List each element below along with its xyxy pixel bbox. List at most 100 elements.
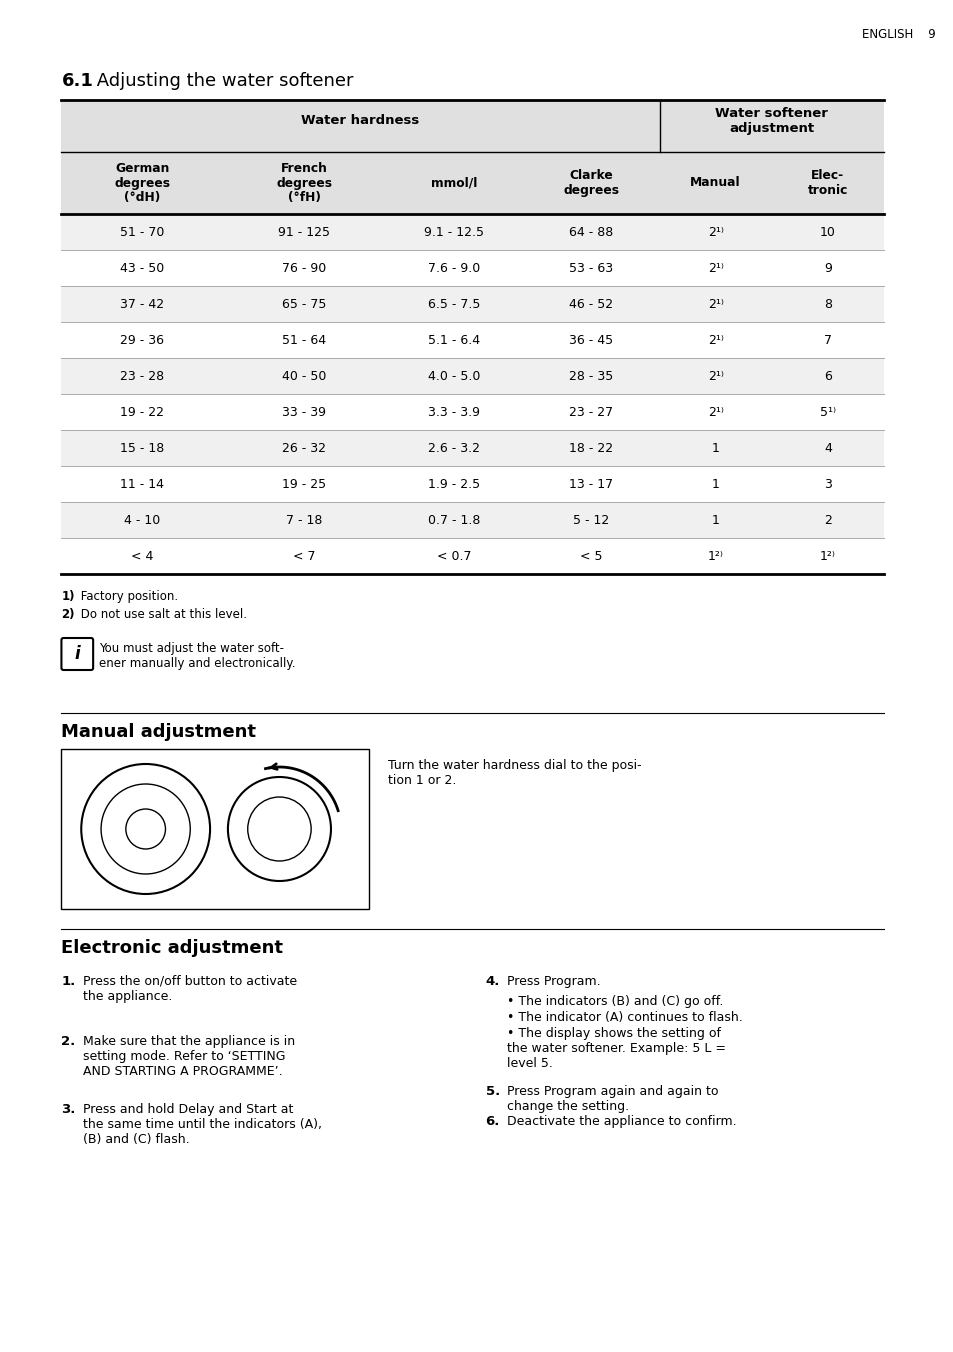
- Text: 2¹⁾: 2¹⁾: [707, 406, 723, 419]
- Text: mmol/l: mmol/l: [431, 177, 476, 189]
- Bar: [61, 749, 368, 909]
- Text: 26 - 32: 26 - 32: [282, 442, 326, 454]
- Text: 29 - 36: 29 - 36: [120, 334, 164, 346]
- Text: Adjusting the water softener: Adjusting the water softener: [91, 72, 354, 91]
- Text: < 7: < 7: [293, 549, 315, 562]
- Text: 1: 1: [711, 442, 719, 454]
- Text: 91 - 125: 91 - 125: [278, 226, 330, 238]
- Text: 40 - 50: 40 - 50: [282, 369, 326, 383]
- Text: 6: 6: [823, 369, 831, 383]
- Text: 4.0 - 5.0: 4.0 - 5.0: [427, 369, 479, 383]
- Text: 4.: 4.: [485, 975, 499, 988]
- Text: 1²⁾: 1²⁾: [707, 549, 723, 562]
- Text: French
degrees
(°fH): French degrees (°fH): [276, 161, 332, 204]
- FancyBboxPatch shape: [61, 638, 93, 671]
- Text: i: i: [74, 645, 80, 662]
- Text: 19 - 25: 19 - 25: [282, 477, 326, 491]
- Text: 37 - 42: 37 - 42: [120, 297, 164, 311]
- Text: 65 - 75: 65 - 75: [282, 297, 326, 311]
- Bar: [61, 287, 883, 322]
- Text: 1²⁾: 1²⁾: [819, 549, 835, 562]
- Text: 23 - 28: 23 - 28: [120, 369, 164, 383]
- Bar: [61, 538, 883, 575]
- Text: 2¹⁾: 2¹⁾: [707, 226, 723, 238]
- Text: Press and hold Delay and Start at
the same time until the indicators (A),
(B) an: Press and hold Delay and Start at the sa…: [83, 1103, 322, 1146]
- Text: Make sure that the appliance is in
setting mode. Refer to ‘SETTING
AND STARTING : Make sure that the appliance is in setti…: [83, 1036, 295, 1078]
- Text: Manual: Manual: [690, 177, 740, 189]
- Text: 9.1 - 12.5: 9.1 - 12.5: [423, 226, 483, 238]
- Bar: [61, 214, 883, 250]
- Text: 9: 9: [823, 261, 831, 274]
- Text: 3: 3: [823, 477, 831, 491]
- Text: 11 - 14: 11 - 14: [120, 477, 164, 491]
- Text: 2¹⁾: 2¹⁾: [707, 261, 723, 274]
- Text: 53 - 63: 53 - 63: [568, 261, 613, 274]
- Text: 0.7 - 1.8: 0.7 - 1.8: [427, 514, 479, 526]
- Text: Clarke
degrees: Clarke degrees: [562, 169, 618, 197]
- Text: 15 - 18: 15 - 18: [120, 442, 164, 454]
- Text: Press Program again and again to
change the setting.: Press Program again and again to change …: [507, 1086, 719, 1113]
- Text: 1.9 - 2.5: 1.9 - 2.5: [428, 477, 479, 491]
- Text: 76 - 90: 76 - 90: [282, 261, 326, 274]
- Text: 2): 2): [61, 608, 75, 621]
- Text: 23 - 27: 23 - 27: [568, 406, 613, 419]
- Bar: [61, 358, 883, 393]
- Text: Elec-
tronic: Elec- tronic: [807, 169, 847, 197]
- Bar: [61, 466, 883, 502]
- Text: Manual adjustment: Manual adjustment: [61, 723, 256, 741]
- Text: 10: 10: [819, 226, 835, 238]
- Text: 46 - 52: 46 - 52: [568, 297, 613, 311]
- Text: 1: 1: [711, 514, 719, 526]
- Text: 4: 4: [823, 442, 831, 454]
- Text: 2¹⁾: 2¹⁾: [707, 334, 723, 346]
- Text: 51 - 64: 51 - 64: [282, 334, 326, 346]
- Text: 33 - 39: 33 - 39: [282, 406, 326, 419]
- Text: 19 - 22: 19 - 22: [120, 406, 164, 419]
- Text: • The indicators (B) and (C) go off.: • The indicators (B) and (C) go off.: [507, 995, 723, 1009]
- Text: Turn the water hardness dial to the posi-
tion 1 or 2.: Turn the water hardness dial to the posi…: [388, 758, 641, 787]
- Text: • The indicator (A) continues to flash.: • The indicator (A) continues to flash.: [507, 1011, 742, 1023]
- Text: 5.: 5.: [485, 1086, 499, 1098]
- Text: 1: 1: [711, 477, 719, 491]
- Text: 28 - 35: 28 - 35: [568, 369, 613, 383]
- Bar: [61, 430, 883, 466]
- Text: 2.: 2.: [61, 1036, 75, 1048]
- Text: 5.1 - 6.4: 5.1 - 6.4: [428, 334, 479, 346]
- Text: Water softener
adjustment: Water softener adjustment: [715, 107, 827, 135]
- Text: 2.6 - 3.2: 2.6 - 3.2: [428, 442, 479, 454]
- Text: 51 - 70: 51 - 70: [120, 226, 165, 238]
- Text: 1): 1): [61, 589, 75, 603]
- Text: < 0.7: < 0.7: [436, 549, 471, 562]
- Text: < 4: < 4: [132, 549, 153, 562]
- Text: 7.6 - 9.0: 7.6 - 9.0: [427, 261, 479, 274]
- Bar: [61, 322, 883, 358]
- Bar: [61, 151, 883, 214]
- Text: ENGLISH    9: ENGLISH 9: [862, 28, 935, 41]
- Text: • The display shows the setting of
the water softener. Example: 5 L =
level 5.: • The display shows the setting of the w…: [507, 1028, 725, 1069]
- Text: 2¹⁾: 2¹⁾: [707, 297, 723, 311]
- Text: 6.1: 6.1: [61, 72, 93, 91]
- Text: 7: 7: [823, 334, 831, 346]
- Text: Factory position.: Factory position.: [77, 589, 178, 603]
- Text: Electronic adjustment: Electronic adjustment: [61, 940, 283, 957]
- Text: 36 - 45: 36 - 45: [568, 334, 613, 346]
- Text: 5¹⁾: 5¹⁾: [819, 406, 835, 419]
- Text: 7 - 18: 7 - 18: [286, 514, 322, 526]
- Text: 13 - 17: 13 - 17: [568, 477, 613, 491]
- Text: Press the on/off button to activate
the appliance.: Press the on/off button to activate the …: [83, 975, 297, 1003]
- Bar: [61, 502, 883, 538]
- Bar: [61, 100, 883, 151]
- Text: < 5: < 5: [579, 549, 601, 562]
- Text: Press Program.: Press Program.: [507, 975, 600, 988]
- Text: Deactivate the appliance to confirm.: Deactivate the appliance to confirm.: [507, 1115, 737, 1128]
- Text: You must adjust the water soft-
ener manually and electronically.: You must adjust the water soft- ener man…: [99, 642, 295, 671]
- Text: 3.3 - 3.9: 3.3 - 3.9: [428, 406, 479, 419]
- Text: 5 - 12: 5 - 12: [573, 514, 609, 526]
- Text: 3.: 3.: [61, 1103, 75, 1115]
- Text: 1.: 1.: [61, 975, 75, 988]
- Bar: [61, 250, 883, 287]
- Text: 4 - 10: 4 - 10: [124, 514, 160, 526]
- Text: 18 - 22: 18 - 22: [568, 442, 613, 454]
- Text: 8: 8: [823, 297, 831, 311]
- Text: 6.: 6.: [485, 1115, 499, 1128]
